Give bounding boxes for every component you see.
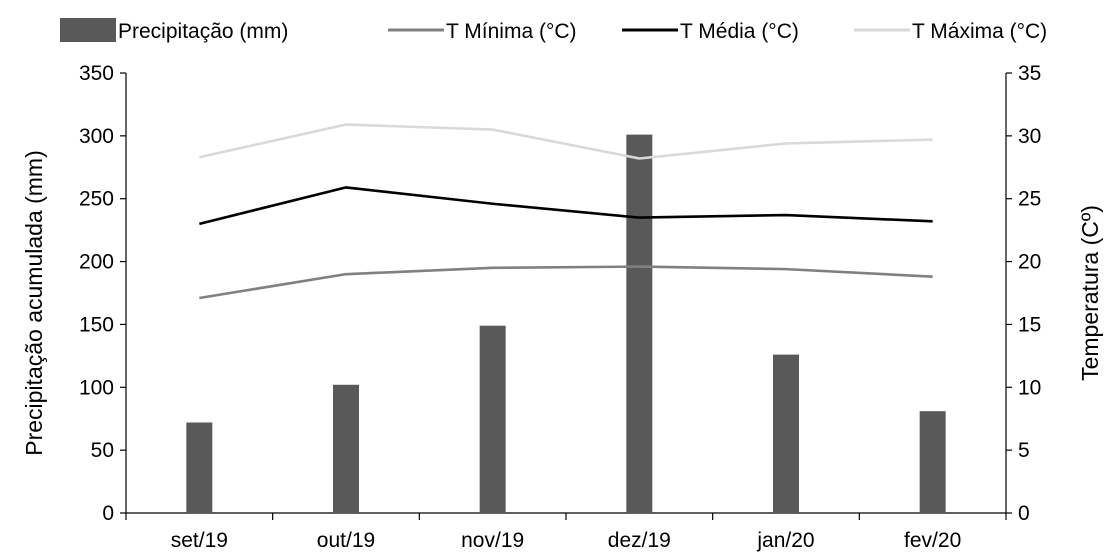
legend-precipitation-swatch — [60, 18, 116, 42]
x-tick-label: nov/19 — [461, 529, 524, 552]
legend-t-maxima-label: T Máxima (°C) — [912, 20, 1047, 43]
precipitation-bar — [333, 384, 359, 513]
x-tick-label: jan/20 — [756, 529, 814, 552]
x-tick-label: out/19 — [317, 529, 375, 552]
precipitation-bar — [186, 422, 213, 513]
right-tick-label: 10 — [1018, 376, 1041, 399]
x-tick-label: dez/19 — [608, 529, 671, 552]
right-tick-label: 20 — [1018, 251, 1041, 274]
right-tick-label: 35 — [1018, 62, 1041, 85]
legend-t-minima-label: T Mínima (°C) — [446, 20, 577, 43]
legend-precipitation-label: Precipitação (mm) — [118, 20, 288, 43]
t-maxima-line — [199, 123, 933, 160]
left-tick-label: 100 — [79, 376, 114, 399]
left-tick-label: 350 — [79, 62, 114, 85]
x-tick-label: set/19 — [171, 529, 228, 552]
left-tick-label: 250 — [79, 188, 114, 211]
legend-t-media-label: T Média (°C) — [680, 20, 799, 43]
left-tick-label: 300 — [79, 125, 114, 148]
left-tick-label: 50 — [91, 439, 114, 462]
right-tick-label: 0 — [1018, 502, 1030, 525]
precipitation-bar — [626, 134, 653, 513]
precipitation-bar — [919, 411, 946, 513]
left-tick-label: 150 — [79, 313, 114, 336]
left-tick-label: 200 — [79, 251, 114, 274]
right-tick-label: 15 — [1018, 313, 1041, 336]
left-axis-title: Precipitação acumulada (mm) — [21, 150, 47, 456]
precipitation-bar — [773, 354, 799, 513]
precipitation-bar — [479, 325, 506, 513]
t-media-line — [199, 186, 933, 226]
right-axis-title: Temperatura (Cº) — [1077, 205, 1103, 381]
t-minima-line — [199, 265, 933, 300]
right-tick-label: 30 — [1018, 125, 1041, 148]
left-tick-label: 0 — [102, 502, 114, 525]
right-tick-label: 25 — [1018, 188, 1041, 211]
x-tick-label: fev/20 — [904, 529, 961, 552]
right-tick-label: 5 — [1018, 439, 1030, 462]
